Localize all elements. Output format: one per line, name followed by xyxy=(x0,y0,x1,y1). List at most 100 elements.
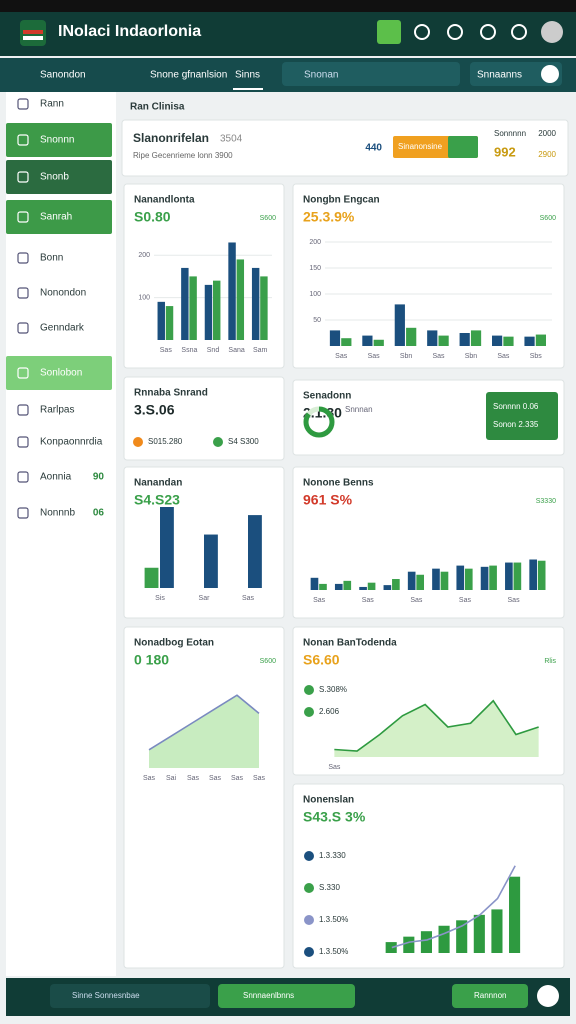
icon-button[interactable] xyxy=(511,24,527,40)
bar xyxy=(427,330,438,346)
sidebar-item[interactable]: Konpaonnrdia xyxy=(40,437,103,448)
sidebar-item[interactable]: Aonnia xyxy=(40,472,72,483)
card-title: Senadonn xyxy=(303,391,351,402)
legend-dot xyxy=(304,915,314,925)
tab-underline xyxy=(233,88,263,90)
x-tick-label: Sas xyxy=(497,353,510,360)
y-tick-label: 100 xyxy=(138,294,150,301)
bar xyxy=(359,586,367,590)
bar xyxy=(491,909,503,953)
logo xyxy=(20,20,46,46)
x-tick-label: Snd xyxy=(207,347,220,354)
sidebar-item[interactable]: Nonnnb xyxy=(40,508,75,519)
summary-value: 440 xyxy=(365,143,382,154)
x-tick-label: Sbs xyxy=(530,353,543,360)
y-tick-label: 200 xyxy=(138,252,150,259)
bar xyxy=(438,925,450,953)
search-placeholder: Snonan xyxy=(304,70,338,81)
footer-action[interactable] xyxy=(218,984,355,1008)
area xyxy=(149,695,259,768)
bar xyxy=(189,276,197,340)
y-tick-label: 50 xyxy=(313,317,321,324)
bar xyxy=(334,583,343,590)
sidebar-icon xyxy=(17,367,29,379)
icon-button[interactable] xyxy=(447,24,463,40)
card-value: S0.80 xyxy=(134,209,171,225)
card-tag: Rlis xyxy=(544,658,556,665)
card-value: S6.60 xyxy=(303,652,340,668)
card-subtitle: Snnnan xyxy=(345,405,373,414)
footer-button[interactable] xyxy=(452,984,528,1008)
sidebar-item[interactable]: Snonb xyxy=(40,172,69,183)
sidebar-item[interactable]: Genndark xyxy=(40,323,85,334)
avatar[interactable] xyxy=(541,21,563,43)
x-tick-label: Sas xyxy=(160,347,173,354)
sidebar-item[interactable]: Rann xyxy=(40,99,64,110)
bar xyxy=(392,579,400,590)
sidebar-icon xyxy=(17,252,29,264)
sidebar-item[interactable]: Snonnn xyxy=(40,135,74,146)
bar xyxy=(228,242,236,340)
card-title: Nanandan xyxy=(134,478,182,489)
card-value: 961 S% xyxy=(303,492,353,508)
summary-side-code: 2000 xyxy=(538,129,556,138)
user-box[interactable] xyxy=(470,62,562,86)
card-tag: S600 xyxy=(260,658,276,665)
bar xyxy=(513,562,522,590)
info-box-line: Sonnnn 0.06 xyxy=(493,402,539,411)
summary-subtitle: Ripe Gecenrieme lonn 3900 xyxy=(133,151,233,160)
footer-circle-button[interactable] xyxy=(537,985,559,1007)
bar xyxy=(492,335,503,346)
nav-tab[interactable]: Sinns xyxy=(235,70,260,81)
bar xyxy=(489,565,497,590)
bar xyxy=(319,583,327,590)
summary-button-label: Sinanonsine xyxy=(398,142,443,151)
nav-tab[interactable]: Snone gfnanlsion xyxy=(150,70,227,81)
icon-button[interactable] xyxy=(480,24,496,40)
app-title: INolaci Indaorlonia xyxy=(58,23,201,40)
x-tick-label: Sbn xyxy=(465,353,478,360)
footer-search[interactable] xyxy=(50,984,210,1008)
bar xyxy=(248,515,262,588)
x-tick-label: Sam xyxy=(253,347,268,354)
x-tick-label: Sas xyxy=(242,595,255,602)
sidebar-highlight xyxy=(6,160,112,194)
legend-label: 1.3.330 xyxy=(319,851,346,860)
x-tick-label: Sas xyxy=(362,597,375,604)
sidebar-item[interactable]: Sanrah xyxy=(40,212,72,223)
search-box[interactable] xyxy=(282,62,460,86)
sidebar-icon xyxy=(17,98,29,110)
x-tick-label: Sas xyxy=(459,597,472,604)
card xyxy=(292,466,565,619)
bar xyxy=(362,335,373,346)
bar xyxy=(343,580,352,590)
bar xyxy=(406,327,417,346)
nav-section: Sanondon xyxy=(40,70,86,81)
area xyxy=(334,700,539,757)
x-tick-label: Sar xyxy=(199,595,211,602)
y-tick-label: 100 xyxy=(309,291,321,298)
card-title: Nonenslan xyxy=(303,795,354,806)
bar xyxy=(383,585,392,590)
bar xyxy=(537,560,546,590)
sidebar-item[interactable]: Rarlpas xyxy=(40,405,74,416)
x-tick-label: Sai xyxy=(166,775,177,782)
x-tick-label: Sana xyxy=(228,347,244,354)
sidebar-item[interactable]: Nonondon xyxy=(40,288,86,299)
legend-dot xyxy=(304,947,314,957)
sidebar-icon xyxy=(17,171,29,183)
user-name: Snnaanns xyxy=(477,70,522,81)
x-tick-label: Sas xyxy=(187,775,200,782)
legend-label: S.308% xyxy=(319,685,347,694)
bar xyxy=(329,330,341,346)
sidebar-item[interactable]: Bonn xyxy=(40,253,63,264)
bar xyxy=(157,301,165,340)
x-tick-label: Sas xyxy=(432,353,445,360)
line xyxy=(334,699,539,752)
icon-button[interactable] xyxy=(414,24,430,40)
sidebar-item[interactable]: Sonlobon xyxy=(40,368,82,379)
line xyxy=(391,865,516,949)
menu-button[interactable] xyxy=(377,20,401,44)
summary-title: Slanonrifelan xyxy=(133,131,209,145)
bar xyxy=(385,942,397,953)
